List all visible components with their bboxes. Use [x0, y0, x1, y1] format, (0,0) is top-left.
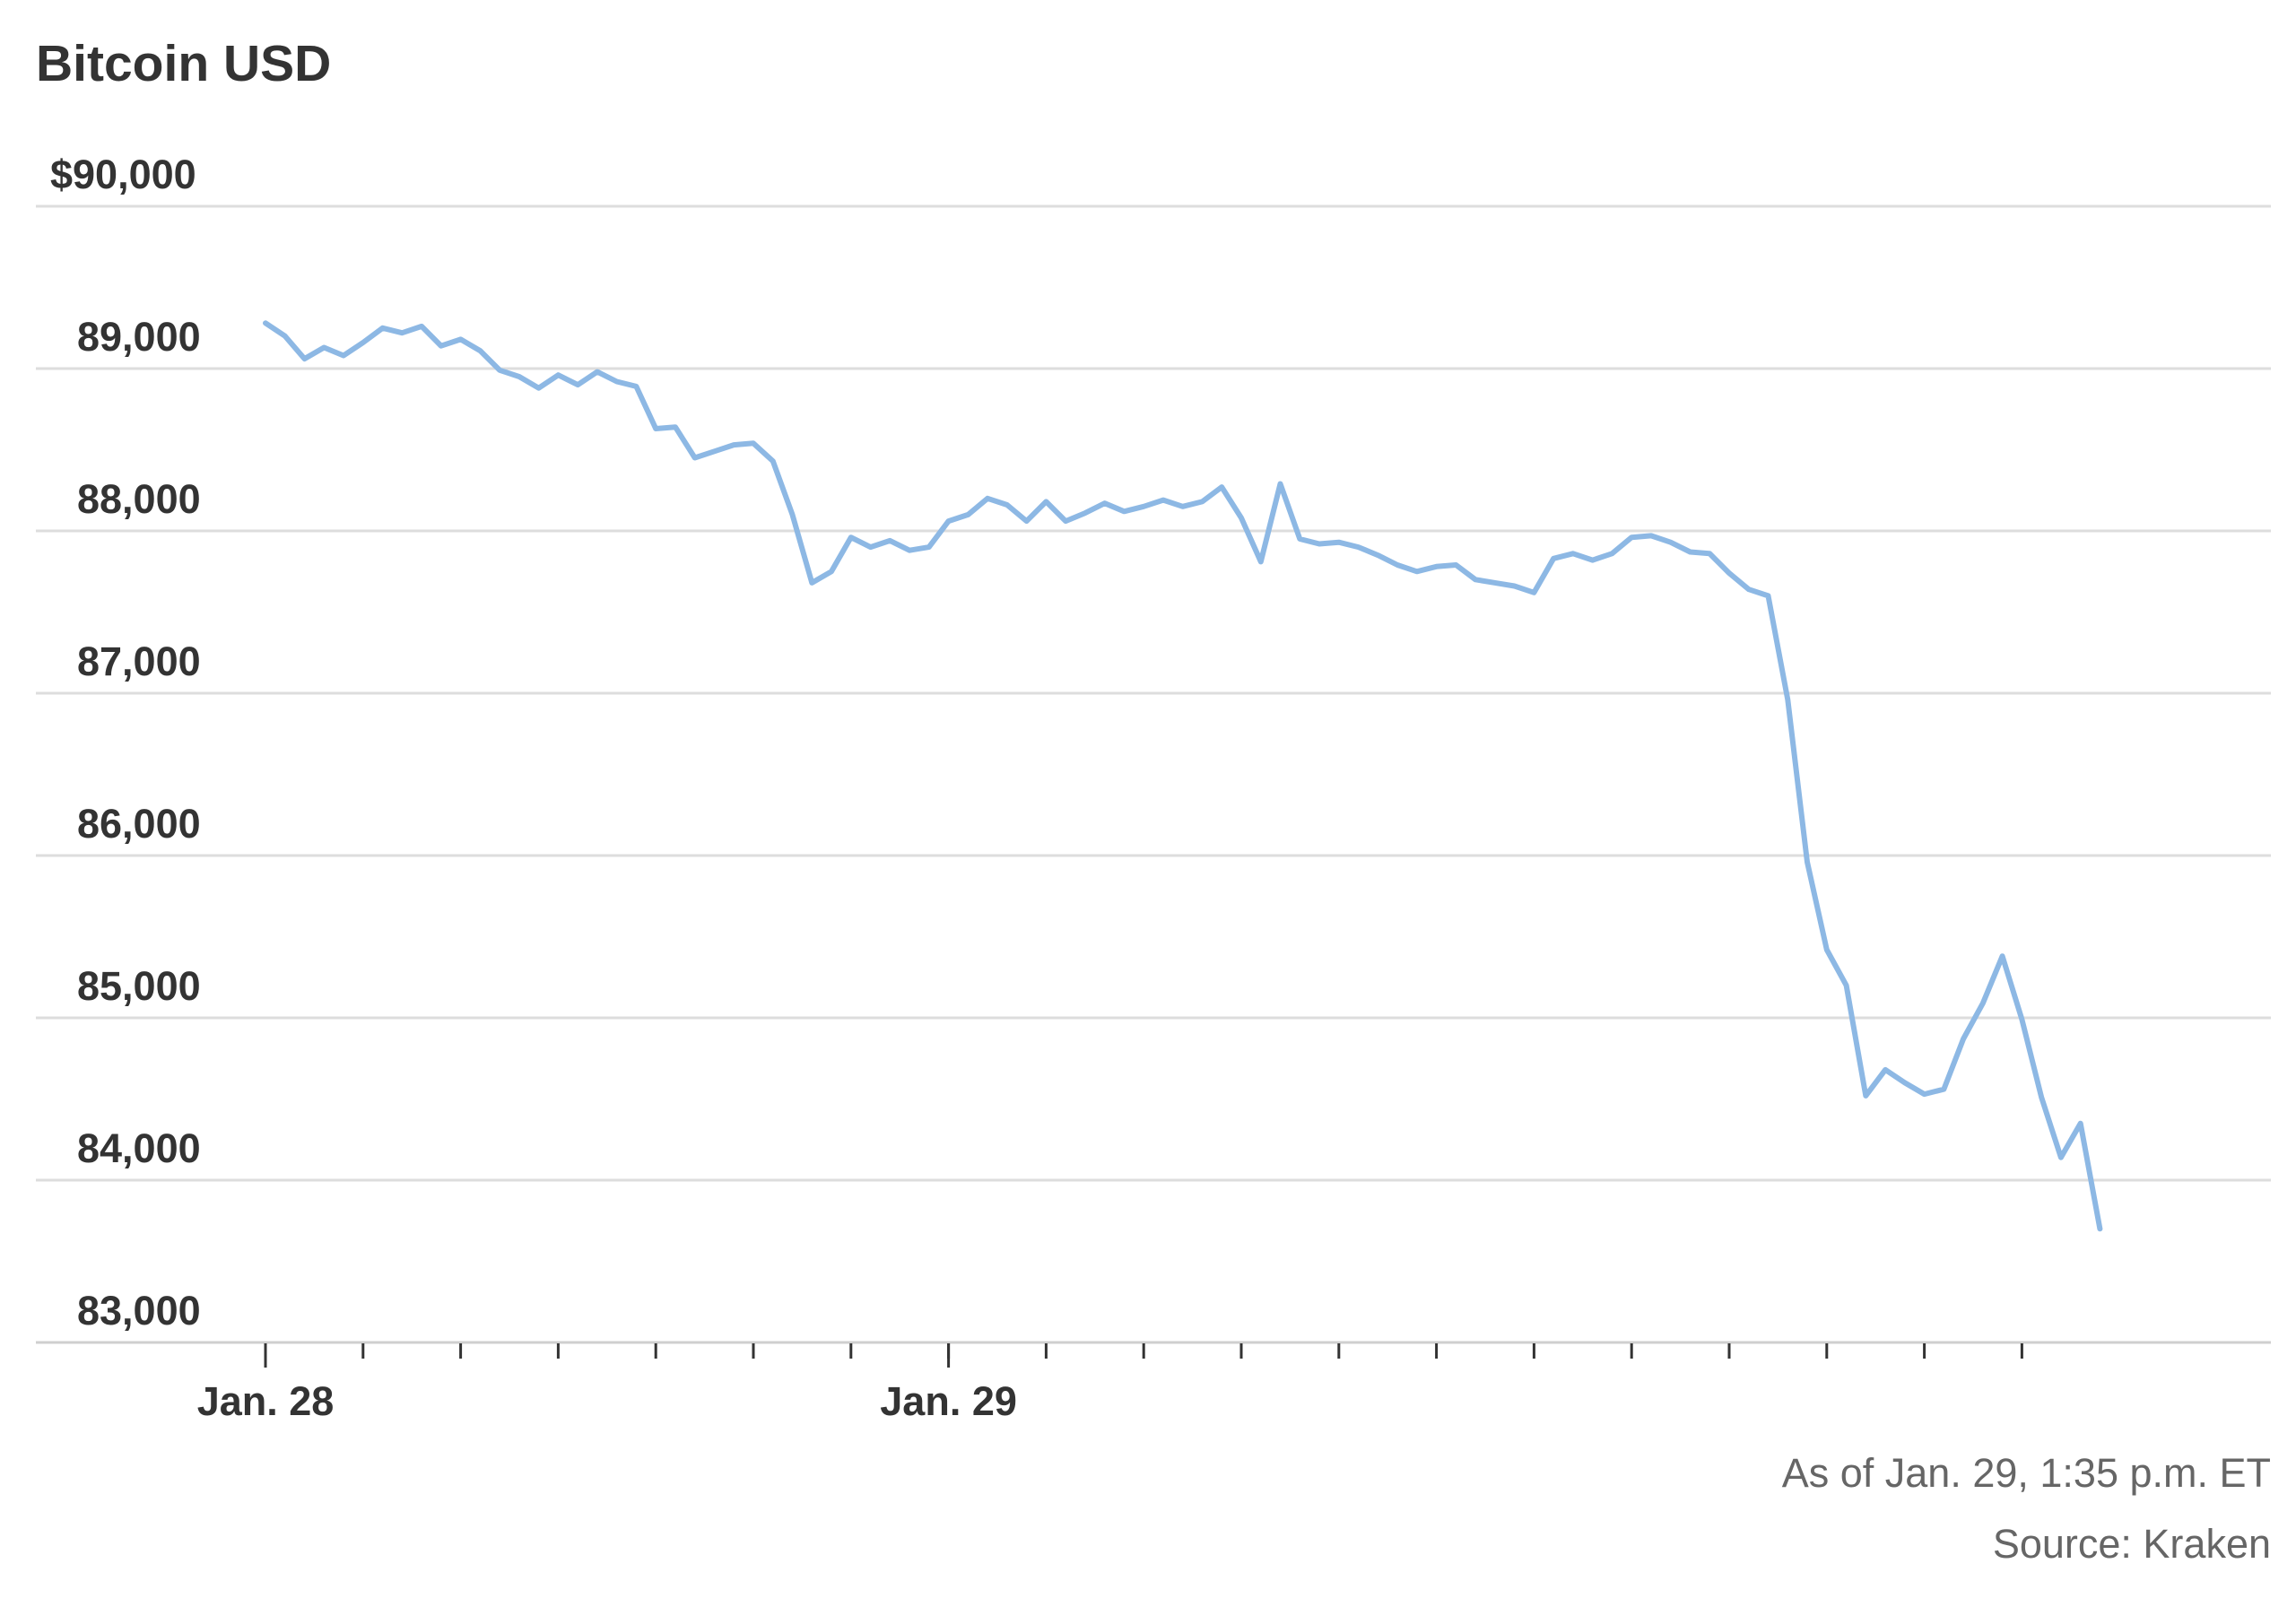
y-tick-label: 89,000 — [77, 314, 201, 360]
chart-title: Bitcoin USD — [36, 35, 331, 92]
y-tick-label: 85,000 — [77, 963, 201, 1009]
x-tick-label: Jan. 28 — [197, 1378, 335, 1424]
series-layer — [263, 320, 2103, 1232]
y-tick-labels: $90,000 89,000 88,000 87,000 86,000 85,000 84,… — [50, 152, 201, 1333]
y-tick-label: 87,000 — [77, 638, 201, 684]
as-of-note: As of Jan. 29, 1:35 p.m. ET — [1782, 1450, 2271, 1496]
y-tick-label: 88,000 — [77, 476, 201, 522]
source-note: Source: Kraken — [1993, 1521, 2271, 1567]
series-line-bitcoin-usd — [263, 320, 2103, 1232]
x-tick-label: Jan. 29 — [880, 1378, 1017, 1424]
y-tick-label: 84,000 — [77, 1125, 201, 1171]
y-gridlines — [36, 204, 2271, 1182]
y-tick-label: 83,000 — [77, 1288, 201, 1333]
y-tick-label: 86,000 — [77, 801, 201, 847]
y-tick-label: $90,000 — [50, 152, 196, 197]
x-axis-ticks — [264, 1343, 2023, 1368]
x-tick-labels: Jan. 28 Jan. 29 — [197, 1378, 1017, 1424]
